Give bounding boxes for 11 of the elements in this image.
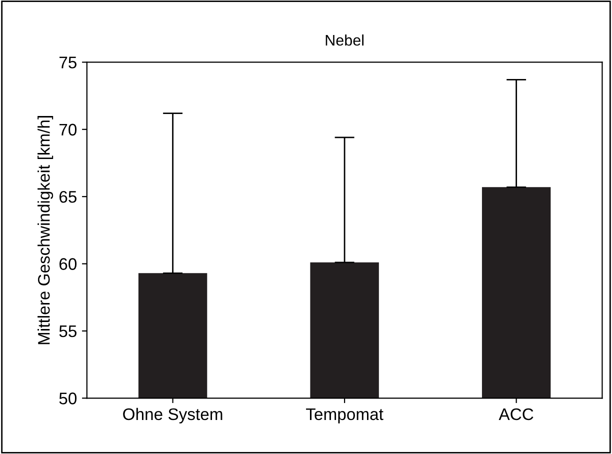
- chart-title: Nebel: [326, 34, 364, 46]
- y-tick-label: 70: [60, 124, 77, 136]
- x-tick-label: Tempomat: [306, 408, 384, 424]
- y-tick-label: 55: [59, 326, 76, 338]
- x-tick-label: ACC: [498, 408, 534, 420]
- x-tick-label: Ohne System: [123, 408, 222, 424]
- y-tick-label: 65: [59, 190, 76, 203]
- y-axis-title: Mittlere Geschwindigkeit [km/h]: [38, 116, 54, 344]
- y-tick-label: 60: [59, 258, 77, 270]
- y-tick-label: 75: [60, 56, 76, 68]
- y-tick-label: 50: [59, 392, 77, 404]
